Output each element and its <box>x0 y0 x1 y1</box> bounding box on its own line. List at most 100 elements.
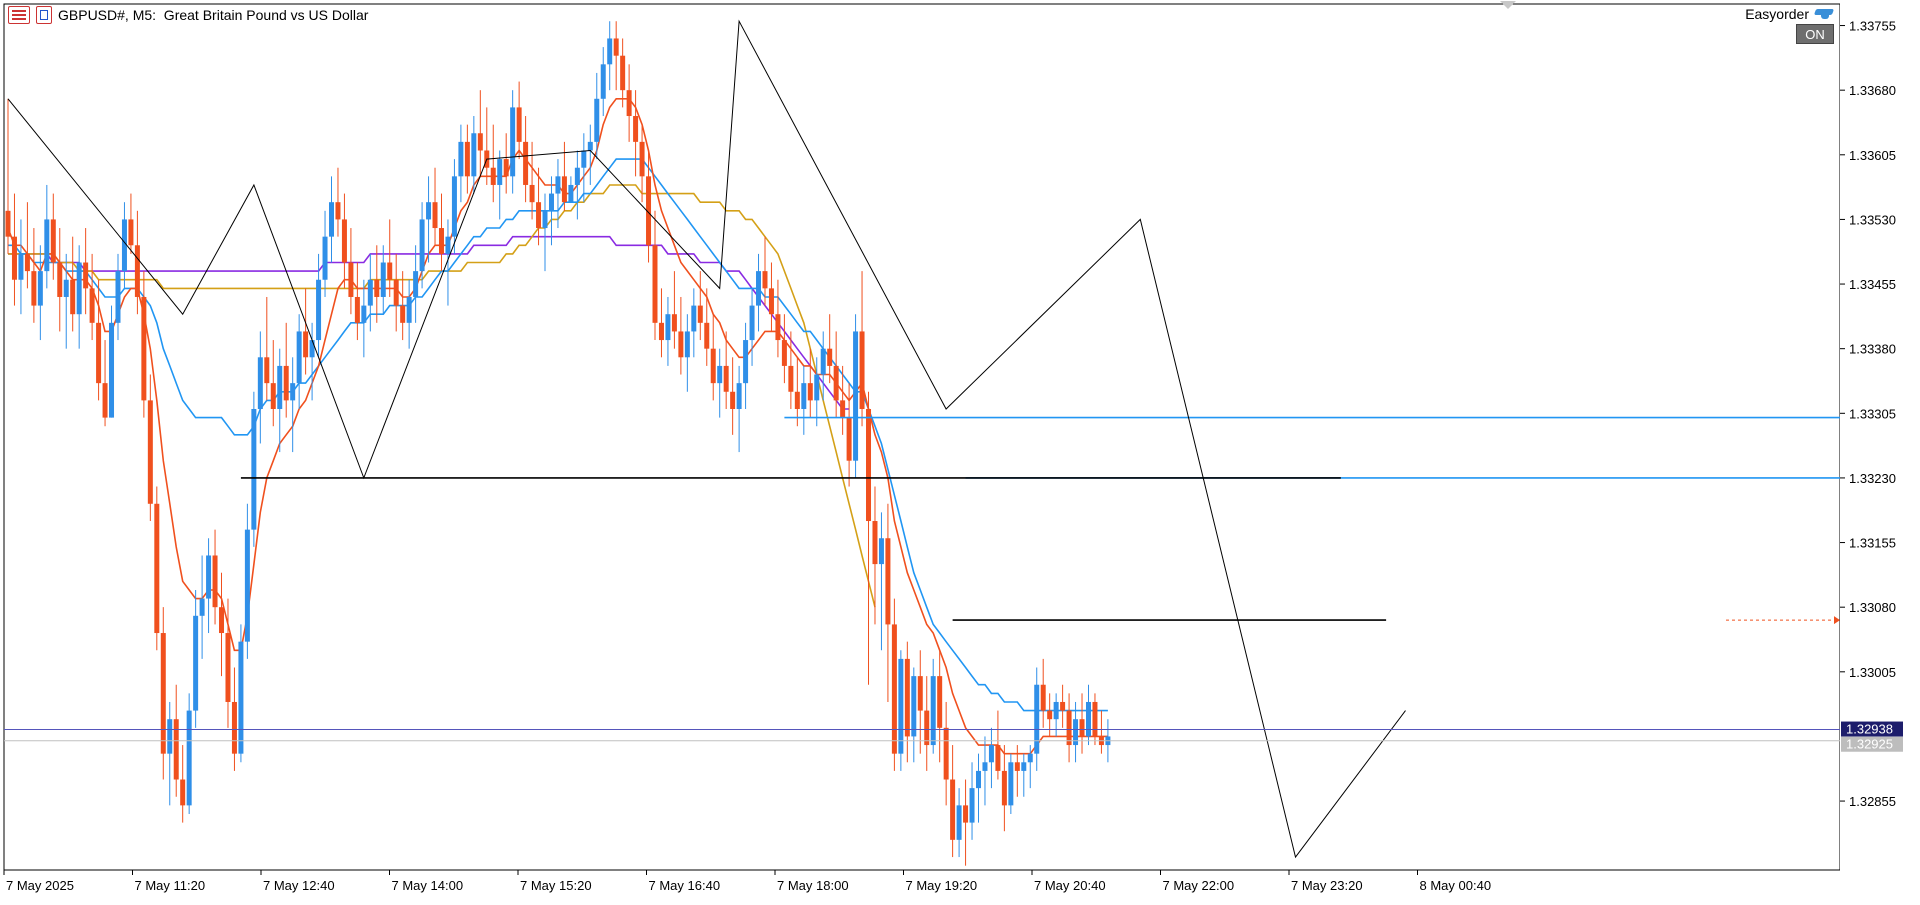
candle-body <box>141 296 147 401</box>
candle-body <box>471 133 477 177</box>
candle-body <box>451 176 457 237</box>
candle <box>257 331 263 444</box>
candle-body <box>50 219 56 263</box>
candle <box>930 658 936 754</box>
candle-body <box>167 719 173 754</box>
candle <box>801 365 807 435</box>
x-tick-label-0: 7 May 2025 <box>6 878 74 893</box>
candle-body <box>102 383 108 418</box>
candle-body <box>477 133 483 151</box>
x-tick-label-3: 7 May 14:00 <box>392 878 464 893</box>
graduation-hat-icon <box>1815 7 1835 21</box>
candle <box>96 279 102 401</box>
candle <box>820 331 826 401</box>
candle <box>756 253 762 332</box>
candle-body <box>348 262 354 297</box>
candle <box>775 279 781 358</box>
symbol-doc-icon[interactable] <box>36 6 52 24</box>
candle <box>147 374 153 522</box>
candle-body <box>866 408 872 522</box>
candle-body <box>801 383 807 409</box>
candle-body <box>1001 770 1007 806</box>
candle-body <box>859 331 865 409</box>
candle <box>950 745 956 858</box>
candle-body <box>206 555 212 599</box>
candle <box>749 288 755 366</box>
candle-body <box>37 271 43 306</box>
candle <box>141 271 147 418</box>
x-tick-label-6: 7 May 18:00 <box>777 878 849 893</box>
candle <box>1027 745 1033 789</box>
candle <box>490 124 496 203</box>
candle-body <box>574 167 580 185</box>
candle-body <box>270 383 276 409</box>
candle-body <box>555 176 561 194</box>
candle <box>76 245 82 349</box>
candle-body <box>924 710 930 746</box>
candle-body <box>193 615 199 711</box>
candle <box>794 357 800 427</box>
candle-body <box>717 365 723 384</box>
candle-body <box>186 710 192 806</box>
candle-body <box>620 55 626 91</box>
candle-body <box>219 607 225 634</box>
expert-advisor-label[interactable]: Easyorder <box>1745 6 1835 22</box>
candle <box>134 210 140 315</box>
candle-body <box>374 279 380 297</box>
candle <box>781 314 787 384</box>
candle-body <box>956 805 962 840</box>
y-tick-label-3: 1.33530 <box>1849 212 1896 227</box>
candle-body <box>658 322 664 341</box>
candle <box>413 245 419 323</box>
candle-body <box>749 305 755 341</box>
candle-body <box>406 296 412 323</box>
candle-body <box>257 357 263 409</box>
candle <box>219 572 225 677</box>
candle <box>555 159 561 229</box>
candle-body <box>445 236 451 254</box>
candle-body <box>671 314 677 332</box>
candle <box>329 176 334 263</box>
candle-body <box>464 141 470 177</box>
candle-body <box>154 503 160 634</box>
chart-frame <box>3 3 1841 871</box>
candle-body <box>1034 684 1040 754</box>
pending-order-arrow <box>1834 616 1840 625</box>
candle <box>710 314 716 401</box>
candle-body <box>600 64 606 99</box>
candle-body <box>523 141 529 185</box>
candle-body <box>335 202 341 220</box>
candle <box>37 245 43 341</box>
chart-menu-icon[interactable] <box>8 6 30 24</box>
candle-body <box>76 262 82 315</box>
candle <box>1008 753 1014 814</box>
candle-body <box>1008 762 1014 806</box>
y-tick-label-4: 1.33455 <box>1849 277 1896 292</box>
candle-body <box>814 374 820 401</box>
candle <box>1079 693 1085 754</box>
candle <box>613 21 619 91</box>
candle <box>827 314 833 384</box>
candle <box>341 193 347 289</box>
ea-status-badge[interactable]: ON <box>1796 24 1834 44</box>
candle-body <box>303 331 309 358</box>
candle <box>264 296 270 401</box>
candle <box>11 193 17 306</box>
candle <box>523 116 529 203</box>
candle-body <box>277 365 283 409</box>
candle <box>1040 658 1046 728</box>
candle <box>840 365 846 435</box>
y-tick-label-5: 1.33380 <box>1849 342 1896 357</box>
candle <box>400 271 406 341</box>
candle <box>853 314 859 478</box>
candle-body <box>70 279 76 315</box>
candle <box>322 210 328 297</box>
candle <box>316 253 322 358</box>
chart-shift-marker[interactable] <box>1500 1 1516 9</box>
candle-body <box>963 805 969 823</box>
candle <box>678 296 684 375</box>
candle-body <box>497 159 503 185</box>
candle-body <box>704 322 710 349</box>
